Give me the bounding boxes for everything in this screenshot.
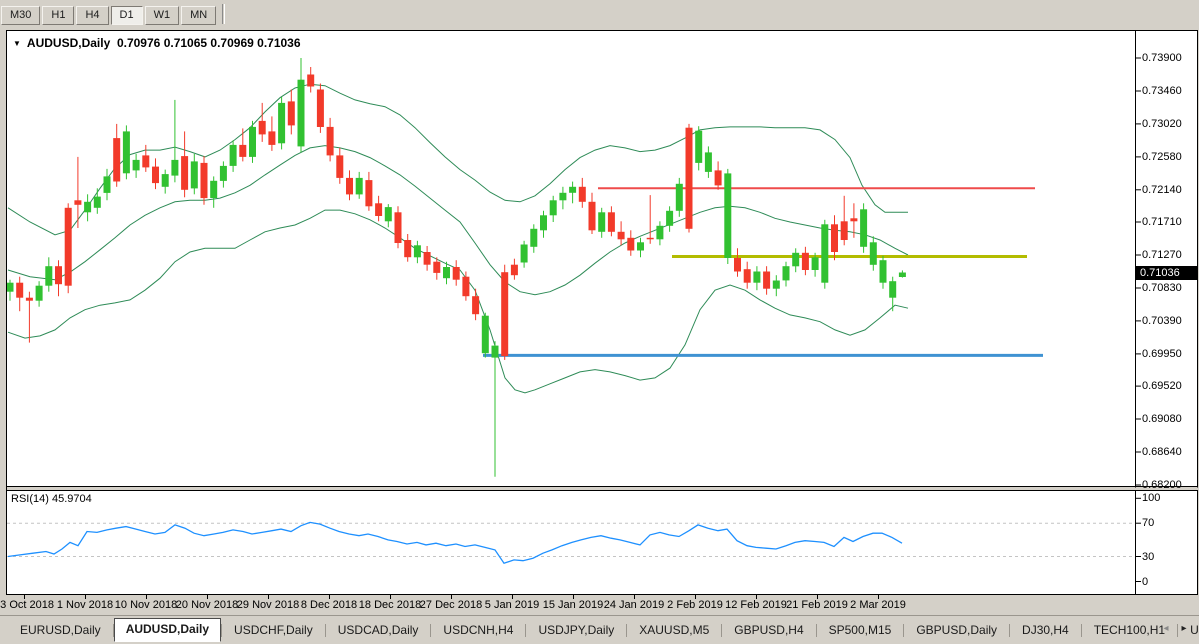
date-axis-label: 10 Nov 2018 <box>114 599 178 611</box>
tab-separator <box>721 623 723 637</box>
date-axis-label: 18 Dec 2018 <box>358 599 422 611</box>
date-axis-label: 15 Jan 2019 <box>542 599 604 611</box>
price-axis-label: 0.70830 <box>1142 281 1182 294</box>
price-axis-scale[interactable] <box>1136 31 1198 594</box>
price-axis-label: 0.68200 <box>1142 478 1182 491</box>
ohlc-high: 0.71065 <box>163 36 208 50</box>
rsi-axis-label: 30 <box>1142 550 1155 563</box>
symbol-tab-u[interactable]: U <box>1190 622 1199 637</box>
symbol-tab-usdjpy-daily[interactable]: USDJPY,Daily <box>538 622 615 637</box>
timeframe-toolbar: M30 H1 H4 D1 W1 MN <box>0 0 1199 30</box>
symbol-tab-audusd-daily[interactable]: AUDUSD,Daily <box>113 618 222 642</box>
timeframe-button-d1[interactable]: D1 <box>110 6 143 25</box>
symbol-tab-sp500-m15[interactable]: SP500,M15 <box>828 622 892 637</box>
price-axis-label: 0.69080 <box>1142 413 1182 426</box>
symbol-tab-xauusd-m5[interactable]: XAUUSD,M5 <box>639 622 710 637</box>
price-axis-label: 0.69950 <box>1142 347 1182 360</box>
tab-separator <box>626 623 628 637</box>
tab-separator <box>1009 623 1011 637</box>
price-axis-label: 0.69520 <box>1142 380 1182 393</box>
symbol-tab-gbpusd-daily[interactable]: GBPUSD,Daily <box>916 622 998 637</box>
date-axis-label: 1 Nov 2018 <box>56 599 114 611</box>
tab-scroll-left-icon[interactable]: ◂ <box>1163 623 1169 634</box>
timeframe-button-h4[interactable]: H4 <box>76 6 109 25</box>
chart-symbol-label: AUDUSD,Daily <box>26 36 111 50</box>
chart-title: ▼ AUDUSD,Daily 0.70976 0.71065 0.70969 0.… <box>13 36 301 50</box>
date-axis-label: 20 Nov 2018 <box>175 599 239 611</box>
price-axis-label: 0.68640 <box>1142 446 1182 458</box>
date-axis-label: 8 Dec 2018 <box>300 599 358 611</box>
timeframe-button-mn[interactable]: MN <box>181 6 217 25</box>
date-axis-label: 21 Feb 2019 <box>786 599 848 611</box>
timeframe-button-m30[interactable]: M30 <box>1 6 41 25</box>
symbol-tab-usdcad-daily[interactable]: USDCAD,Daily <box>337 622 419 637</box>
current-price-tag: 0.71036 <box>1136 265 1197 280</box>
rsi-chart-area[interactable] <box>7 491 1135 594</box>
symbol-tab-gbpusd-h4[interactable]: GBPUSD,H4 <box>734 622 804 637</box>
toolbar-divider <box>222 4 226 24</box>
tab-separator <box>815 623 817 637</box>
tab-separator <box>324 623 326 637</box>
price-axis-label: 0.73460 <box>1142 84 1182 97</box>
date-axis-label: 23 Oct 2018 <box>0 599 54 611</box>
price-axis-label: 0.73900 <box>1142 52 1182 64</box>
symbol-tab-dj30-h4[interactable]: DJ30,H4 <box>1022 622 1069 637</box>
date-axis-label: 2 Feb 2019 <box>667 599 723 611</box>
tab-separator <box>1080 623 1082 637</box>
tab-separator <box>903 623 905 637</box>
rsi-axis-label: 0 <box>1142 575 1149 588</box>
symbol-tab-usdchf-daily[interactable]: USDCHF,Daily <box>234 622 313 637</box>
rsi-indicator-label: RSI(14) 45.9704 <box>11 493 92 505</box>
tab-scroll-right-icon[interactable]: ▸ <box>1181 623 1187 634</box>
price-axis-label: 0.72580 <box>1142 150 1182 163</box>
tab-separator <box>525 623 527 637</box>
price-axis-label: 0.73020 <box>1142 117 1182 130</box>
symbol-tab-usdcnh-h4[interactable]: USDCNH,H4 <box>443 622 514 637</box>
price-axis-label: 0.70390 <box>1142 314 1182 327</box>
main-chart-area[interactable] <box>7 31 1135 487</box>
tab-separator <box>112 623 114 637</box>
date-axis-label: 2 Mar 2019 <box>850 599 906 611</box>
ohlc-low: 0.70969 <box>210 36 254 50</box>
date-axis-label: 27 Dec 2018 <box>419 599 483 611</box>
symbol-tab-eurusd-daily[interactable]: EURUSD,Daily <box>20 622 101 637</box>
date-axis-label: 5 Jan 2019 <box>484 599 540 611</box>
symbol-dropdown-icon[interactable]: ▼ <box>13 39 21 48</box>
date-axis-label: 24 Jan 2019 <box>603 599 665 611</box>
tab-separator <box>430 623 432 637</box>
symbol-tab-tech100-h1[interactable]: TECH100,H1 <box>1093 622 1166 637</box>
rsi-axis-label: 100 <box>1142 492 1161 505</box>
ohlc-close: 0.71036 <box>257 36 301 50</box>
tab-separator <box>1177 623 1179 637</box>
symbol-tab-bar: ◂ ▸ EURUSD,Daily AUDUSD,Daily USDCHF,Daily… <box>0 615 1199 644</box>
timeframe-button-w1[interactable]: W1 <box>144 6 180 25</box>
tab-separator <box>221 623 223 637</box>
ohlc-open: 0.70976 <box>116 36 161 50</box>
timeframe-button-h1[interactable]: H1 <box>42 6 75 25</box>
price-axis-label: 0.72140 <box>1142 183 1182 196</box>
rsi-axis-label: 70 <box>1142 517 1155 530</box>
price-axis-label: 0.71710 <box>1142 216 1182 229</box>
date-axis-label: 29 Nov 2018 <box>236 599 300 611</box>
date-axis-scale[interactable] <box>7 597 1135 614</box>
date-axis-label: 12 Feb 2019 <box>725 599 787 611</box>
price-axis-label: 0.71270 <box>1142 249 1182 261</box>
